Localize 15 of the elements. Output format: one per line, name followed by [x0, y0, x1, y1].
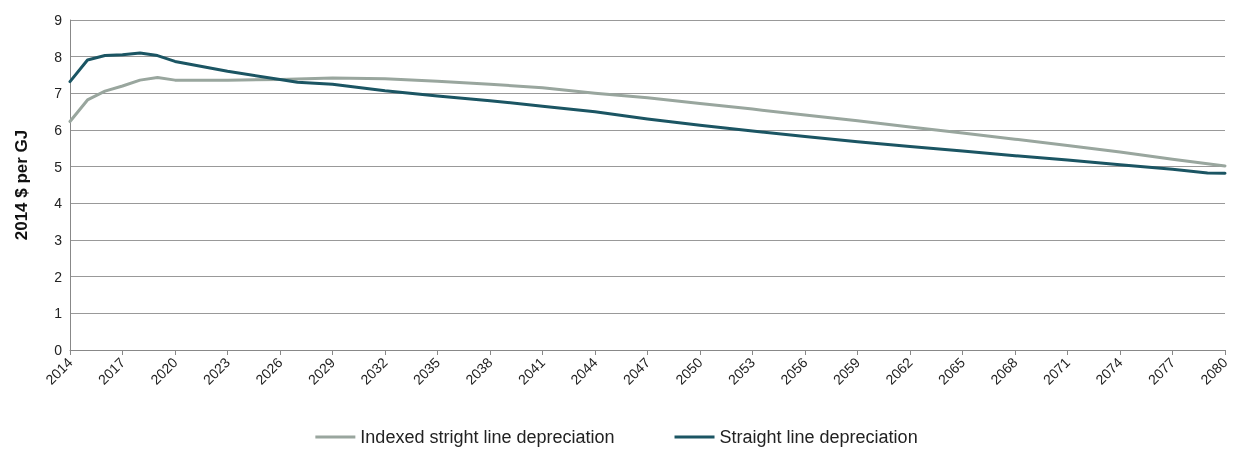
legend-label: Straight line depreciation — [719, 427, 918, 447]
y-tick-label: 0 — [54, 342, 63, 358]
y-tick-label: 1 — [54, 305, 63, 322]
y-tick-label: 3 — [54, 232, 63, 248]
y-axis-title: 2014 $ per GJ — [12, 129, 31, 241]
y-tick-label: 7 — [54, 85, 63, 102]
y-tick-label: 6 — [54, 122, 63, 138]
y-tick-label: 8 — [54, 48, 63, 65]
y-tick-label: 5 — [54, 158, 63, 175]
line-series — [68, 51, 1227, 175]
y-tick-label: 9 — [54, 12, 63, 28]
legend-label: Indexed stright line depreciation — [360, 427, 615, 447]
line-series — [68, 76, 1227, 168]
y-tick-label: 2 — [54, 268, 63, 285]
y-tick-label: 4 — [54, 195, 63, 212]
